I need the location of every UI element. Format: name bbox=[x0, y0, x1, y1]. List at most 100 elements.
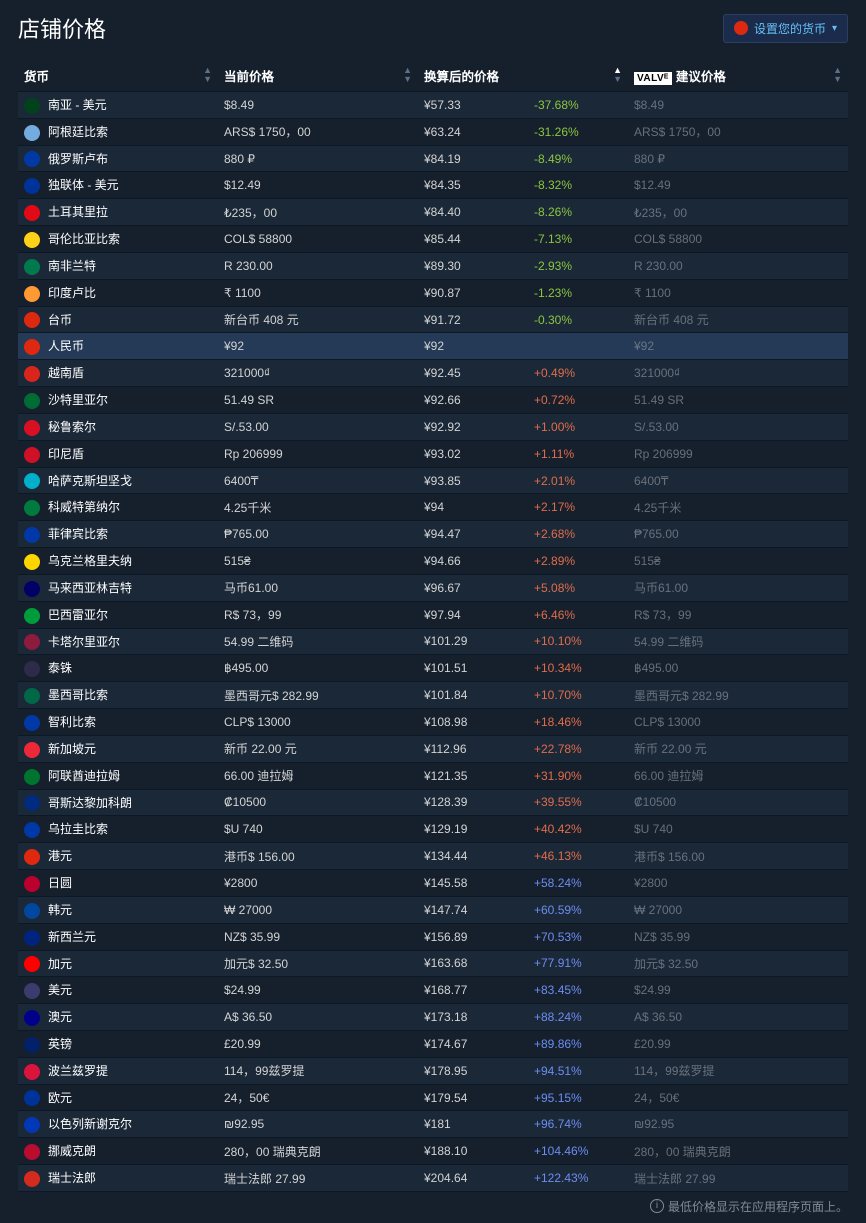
table-row[interactable]: 欧元24，50€¥179.54+95.15%24，50€ bbox=[18, 1084, 848, 1111]
table-row[interactable]: 新加坡元新币 22.00 元¥112.96+22.78%新币 22.00 元 bbox=[18, 735, 848, 762]
converted-price: ¥97.94 bbox=[418, 601, 528, 628]
table-row[interactable]: 哥斯达黎加科朗₡10500¥128.39+39.55%₡10500 bbox=[18, 789, 848, 816]
table-row[interactable]: 哥伦比亚比索COL$ 58800¥85.44-7.13%COL$ 58800 bbox=[18, 226, 848, 253]
currency-cell: 卡塔尔里亚尔 bbox=[18, 628, 218, 655]
table-row[interactable]: 瑞士法郎瑞士法郎 27.99¥204.64+122.43%瑞士法郎 27.99 bbox=[18, 1165, 848, 1192]
table-row[interactable]: 人民币¥92¥92¥92 bbox=[18, 333, 848, 360]
flag-icon bbox=[24, 1064, 40, 1080]
table-row[interactable]: 土耳其里拉₺235，00¥84.40-8.26%₺235，00 bbox=[18, 199, 848, 226]
currency-name: 乌拉圭比索 bbox=[48, 822, 108, 836]
prices-table: 货币 ▲▼ 当前价格 ▲▼ 换算后的价格 ▲▼ VALVᴱ建议价格 ▲▼ 南亚 … bbox=[18, 60, 848, 1192]
table-row[interactable]: 泰铢฿495.00¥101.51+10.34%฿495.00 bbox=[18, 655, 848, 682]
table-row[interactable]: 越南盾321000₫¥92.45+0.49%321000₫ bbox=[18, 360, 848, 387]
current-price: $U 740 bbox=[218, 816, 418, 843]
flag-icon bbox=[24, 232, 40, 248]
table-row[interactable]: 巴西雷亚尔R$ 73，99¥97.94+6.46%R$ 73，99 bbox=[18, 601, 848, 628]
percent-diff: -0.30% bbox=[528, 306, 628, 333]
suggested-price: $24.99 bbox=[628, 977, 848, 1004]
col-header-current[interactable]: 当前价格 ▲▼ bbox=[218, 60, 418, 92]
flag-icon bbox=[24, 447, 40, 463]
currency-cell: 马来西亚林吉特 bbox=[18, 574, 218, 601]
col-header-converted[interactable]: 换算后的价格 ▲▼ bbox=[418, 60, 628, 92]
table-row[interactable]: 沙特里亚尔51.49 SR¥92.66+0.72%51.49 SR bbox=[18, 387, 848, 414]
current-price: 66.00 迪拉姆 bbox=[218, 762, 418, 789]
table-row[interactable]: 卡塔尔里亚尔54.99 二维码¥101.29+10.10%54.99 二维码 bbox=[18, 628, 848, 655]
flag-icon bbox=[24, 286, 40, 302]
table-row[interactable]: 港元港币$ 156.00¥134.44+46.13%港币$ 156.00 bbox=[18, 843, 848, 870]
table-row[interactable]: 智利比索CLP$ 13000¥108.98+18.46%CLP$ 13000 bbox=[18, 709, 848, 736]
flag-icon bbox=[24, 876, 40, 892]
table-row[interactable]: 印尼盾Rp 206999¥93.02+1.11%Rp 206999 bbox=[18, 440, 848, 467]
currency-cell: 日圆 bbox=[18, 870, 218, 897]
suggested-price: ₺235，00 bbox=[628, 199, 848, 226]
currency-cell: 新加坡元 bbox=[18, 735, 218, 762]
percent-diff: +104.46% bbox=[528, 1138, 628, 1165]
current-price: 新台币 408 元 bbox=[218, 306, 418, 333]
current-price: 280，00 瑞典克朗 bbox=[218, 1138, 418, 1165]
currency-name: 日圆 bbox=[48, 876, 72, 890]
table-row[interactable]: 英镑£20.99¥174.67+89.86%£20.99 bbox=[18, 1030, 848, 1057]
table-row[interactable]: 新西兰元NZ$ 35.99¥156.89+70.53%NZ$ 35.99 bbox=[18, 923, 848, 950]
current-price: 114，99兹罗提 bbox=[218, 1057, 418, 1084]
table-row[interactable]: 秘鲁索尔S/.53.00¥92.92+1.00%S/.53.00 bbox=[18, 413, 848, 440]
current-price: 515₴ bbox=[218, 548, 418, 575]
table-row[interactable]: 科威特第纳尔4.25千米¥94+2.17%4.25千米 bbox=[18, 494, 848, 521]
table-row[interactable]: 墨西哥比索墨西哥元$ 282.99¥101.84+10.70%墨西哥元$ 282… bbox=[18, 682, 848, 709]
suggested-price: ₪92.95 bbox=[628, 1111, 848, 1138]
flag-icon bbox=[24, 769, 40, 785]
percent-diff: +2.17% bbox=[528, 494, 628, 521]
table-row[interactable]: 独联体 - 美元$12.49¥84.35-8.32%$12.49 bbox=[18, 172, 848, 199]
current-price: ₪92.95 bbox=[218, 1111, 418, 1138]
currency-cell: 哥斯达黎加科朗 bbox=[18, 789, 218, 816]
col-header-currency[interactable]: 货币 ▲▼ bbox=[18, 60, 218, 92]
current-price: ₩ 27000 bbox=[218, 896, 418, 923]
table-row[interactable]: 台币新台币 408 元¥91.72-0.30%新台币 408 元 bbox=[18, 306, 848, 333]
table-row[interactable]: 乌克兰格里夫纳515₴¥94.66+2.89%515₴ bbox=[18, 548, 848, 575]
percent-diff: +6.46% bbox=[528, 601, 628, 628]
table-row[interactable]: 乌拉圭比索$U 740¥129.19+40.42%$U 740 bbox=[18, 816, 848, 843]
flag-icon bbox=[24, 1010, 40, 1026]
converted-price: ¥57.33 bbox=[418, 92, 528, 119]
flag-icon bbox=[24, 366, 40, 382]
percent-diff: +5.08% bbox=[528, 574, 628, 601]
table-row[interactable]: 印度卢比₹ 1100¥90.87-1.23%₹ 1100 bbox=[18, 279, 848, 306]
percent-diff: -8.49% bbox=[528, 145, 628, 172]
table-row[interactable]: 韩元₩ 27000¥147.74+60.59%₩ 27000 bbox=[18, 896, 848, 923]
table-row[interactable]: 阿根廷比索ARS$ 1750，00¥63.24-31.26%ARS$ 1750，… bbox=[18, 118, 848, 145]
current-price: 880 ₽ bbox=[218, 145, 418, 172]
suggested-price: R 230.00 bbox=[628, 252, 848, 279]
flag-icon bbox=[24, 661, 40, 677]
current-price: 加元$ 32.50 bbox=[218, 950, 418, 977]
flag-icon bbox=[24, 1144, 40, 1160]
current-price: R$ 73，99 bbox=[218, 601, 418, 628]
flag-icon bbox=[24, 715, 40, 731]
table-header-row: 货币 ▲▼ 当前价格 ▲▼ 换算后的价格 ▲▼ VALVᴱ建议价格 ▲▼ bbox=[18, 60, 848, 92]
table-row[interactable]: 挪威克朗280，00 瑞典克朗¥188.10+104.46%280，00 瑞典克… bbox=[18, 1138, 848, 1165]
table-row[interactable]: 南非兰特R 230.00¥89.30-2.93%R 230.00 bbox=[18, 252, 848, 279]
table-row[interactable]: 波兰兹罗提114，99兹罗提¥178.95+94.51%114，99兹罗提 bbox=[18, 1057, 848, 1084]
currency-name: 阿根廷比索 bbox=[48, 125, 108, 139]
table-row[interactable]: 南亚 - 美元$8.49¥57.33-37.68%$8.49 bbox=[18, 92, 848, 119]
converted-price: ¥179.54 bbox=[418, 1084, 528, 1111]
suggested-price: 4.25千米 bbox=[628, 494, 848, 521]
currency-name: 哥斯达黎加科朗 bbox=[48, 796, 132, 810]
table-row[interactable]: 美元$24.99¥168.77+83.45%$24.99 bbox=[18, 977, 848, 1004]
table-row[interactable]: 加元加元$ 32.50¥163.68+77.91%加元$ 32.50 bbox=[18, 950, 848, 977]
sort-icon: ▲▼ bbox=[403, 66, 412, 84]
table-row[interactable]: 日圆¥2800¥145.58+58.24%¥2800 bbox=[18, 870, 848, 897]
table-row[interactable]: 哈萨克斯坦坚戈6400₸¥93.85+2.01%6400₸ bbox=[18, 467, 848, 494]
table-row[interactable]: 菲律宾比索₱765.00¥94.47+2.68%₱765.00 bbox=[18, 521, 848, 548]
table-row[interactable]: 澳元A$ 36.50¥173.18+88.24%A$ 36.50 bbox=[18, 1004, 848, 1031]
converted-price: ¥84.40 bbox=[418, 199, 528, 226]
suggested-price: 瑞士法郎 27.99 bbox=[628, 1165, 848, 1192]
table-row[interactable]: 阿联酋迪拉姆66.00 迪拉姆¥121.35+31.90%66.00 迪拉姆 bbox=[18, 762, 848, 789]
table-row[interactable]: 以色列新谢克尔₪92.95¥181+96.74%₪92.95 bbox=[18, 1111, 848, 1138]
converted-price: ¥156.89 bbox=[418, 923, 528, 950]
table-row[interactable]: 马来西亚林吉特马币61.00¥96.67+5.08%马币61.00 bbox=[18, 574, 848, 601]
col-header-suggested[interactable]: VALVᴱ建议价格 ▲▼ bbox=[628, 60, 848, 92]
current-price: ₱765.00 bbox=[218, 521, 418, 548]
suggested-price: ARS$ 1750，00 bbox=[628, 118, 848, 145]
currency-name: 哥伦比亚比索 bbox=[48, 232, 120, 246]
set-currency-button[interactable]: 设置您的货币 ▾ bbox=[723, 14, 848, 43]
table-row[interactable]: 俄罗斯卢布880 ₽¥84.19-8.49%880 ₽ bbox=[18, 145, 848, 172]
